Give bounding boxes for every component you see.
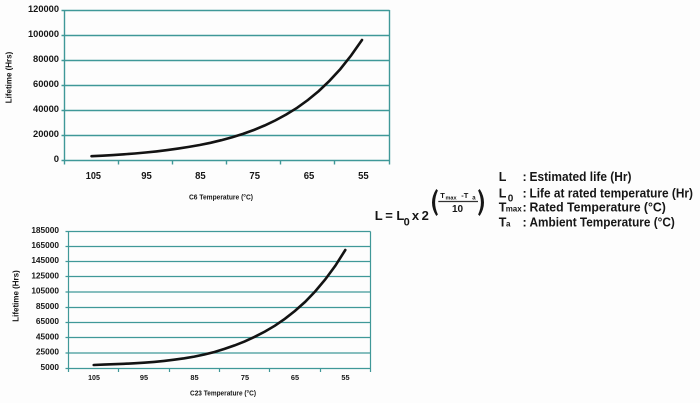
svg-text:65000: 65000 <box>36 316 59 326</box>
svg-text:Lifetime (Hrs): Lifetime (Hrs) <box>5 51 14 103</box>
svg-text:65: 65 <box>304 170 315 182</box>
svg-text:Life at rated temperature (Hr): Life at rated temperature (Hr) <box>530 186 694 200</box>
svg-text:Ambient Temperature (°C): Ambient Temperature (°C) <box>530 215 675 229</box>
svg-text:25000: 25000 <box>36 347 59 357</box>
svg-text:85: 85 <box>195 170 206 182</box>
svg-text:125000: 125000 <box>31 271 59 281</box>
svg-text:120000: 120000 <box>28 4 59 15</box>
svg-text:20000: 20000 <box>33 129 59 140</box>
svg-text:0: 0 <box>54 154 59 165</box>
svg-text:95: 95 <box>141 170 152 182</box>
svg-text:Rated Temperature (°C): Rated Temperature (°C) <box>530 201 666 215</box>
svg-text:45000: 45000 <box>36 331 59 341</box>
svg-text:75: 75 <box>241 373 249 382</box>
svg-text:a: a <box>506 219 511 228</box>
svg-text:10: 10 <box>452 204 464 215</box>
svg-text:Lifetime (Hrs): Lifetime (Hrs) <box>12 270 21 322</box>
svg-text:65: 65 <box>291 373 299 382</box>
svg-text:C6 Temperature (°C): C6 Temperature (°C) <box>189 194 253 202</box>
svg-text:C23 Temperature (°C): C23 Temperature (°C) <box>190 390 256 398</box>
svg-text:80000: 80000 <box>33 54 59 65</box>
svg-text::: : <box>523 215 527 229</box>
svg-text:55: 55 <box>358 170 369 182</box>
svg-text::: : <box>523 170 527 184</box>
svg-text:Estimated life (Hr): Estimated life (Hr) <box>530 170 632 184</box>
svg-text:T: T <box>499 215 507 229</box>
svg-text:105: 105 <box>88 373 100 382</box>
svg-text:85000: 85000 <box>36 301 59 311</box>
svg-text:105: 105 <box>86 170 101 182</box>
svg-text:0: 0 <box>508 194 514 205</box>
svg-text:L: L <box>499 186 507 200</box>
svg-text:105000: 105000 <box>31 286 59 296</box>
svg-text:75: 75 <box>249 170 260 182</box>
svg-text:100000: 100000 <box>28 29 59 40</box>
svg-text::: : <box>523 186 527 200</box>
svg-text:145000: 145000 <box>31 255 59 265</box>
svg-text:85: 85 <box>190 373 198 382</box>
svg-text:95: 95 <box>140 373 148 382</box>
svg-text:T: T <box>499 201 507 215</box>
svg-text:165000: 165000 <box>31 240 59 250</box>
svg-text::: : <box>523 201 527 215</box>
svg-text:Tmax-Ta: Tmax -T a <box>440 191 476 201</box>
svg-text:max: max <box>506 205 523 214</box>
svg-text:185000: 185000 <box>31 225 59 235</box>
svg-text:55: 55 <box>341 373 349 382</box>
svg-text:60000: 60000 <box>33 79 59 90</box>
svg-text:L: L <box>499 170 507 184</box>
svg-text:5000: 5000 <box>41 362 60 372</box>
svg-text:40000: 40000 <box>33 104 59 115</box>
